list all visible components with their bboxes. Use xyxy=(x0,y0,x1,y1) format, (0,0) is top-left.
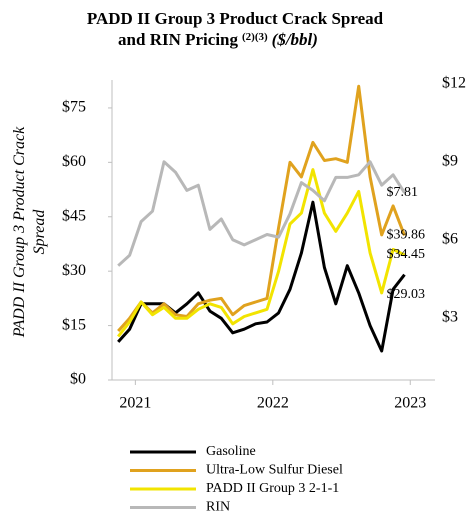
value-label: $34.45 xyxy=(386,247,425,262)
x-tick-label: 2021 xyxy=(119,395,151,412)
value-label: $39.86 xyxy=(386,228,425,243)
legend-label: PADD II Group 3 2-1-1 xyxy=(206,481,339,496)
x-tick-label: 2022 xyxy=(257,395,289,412)
y-tick-label: $75 xyxy=(62,99,86,116)
title-units: ($/bbl) xyxy=(272,30,318,49)
legend-label: Gasoline xyxy=(206,444,256,459)
y-tick-label: $45 xyxy=(62,207,86,224)
y-tick-label: $60 xyxy=(62,153,86,170)
chart-title: PADD II Group 3 Product Crack Spread xyxy=(87,9,384,28)
series-line xyxy=(117,200,406,353)
value-label: $7.81 xyxy=(386,185,418,200)
y2-tick-label: $3 xyxy=(442,308,458,325)
y2-tick-label: $9 xyxy=(442,152,458,169)
series-line xyxy=(117,160,406,267)
y2-tick-label: $12 xyxy=(442,75,466,92)
y-axis-label: PADD II Group 3 Product Crack xyxy=(11,126,28,338)
y-axis-label: PADD II Group 3 Product Crack Spread xyxy=(11,126,48,338)
x-tick-label: 2023 xyxy=(394,395,426,412)
title-superscript: (2)(3) xyxy=(242,31,268,43)
y2-tick-label: $6 xyxy=(442,230,458,247)
chart-title: and RIN Pricing (2)(3) ($/bbl) xyxy=(118,30,318,49)
y-tick-label: $15 xyxy=(62,316,86,333)
y-tick-label: $30 xyxy=(62,262,86,279)
y-tick-label: $0 xyxy=(70,371,86,388)
series-line xyxy=(117,84,406,333)
value-label: $29.03 xyxy=(386,287,425,302)
legend-label: RIN xyxy=(206,500,230,515)
y-axis-label: Spread xyxy=(31,209,48,255)
series-line xyxy=(117,168,406,338)
chart-title: and RIN Pricing xyxy=(118,30,238,49)
legend-label: Ultra-Low Sulfur Diesel xyxy=(206,463,343,478)
